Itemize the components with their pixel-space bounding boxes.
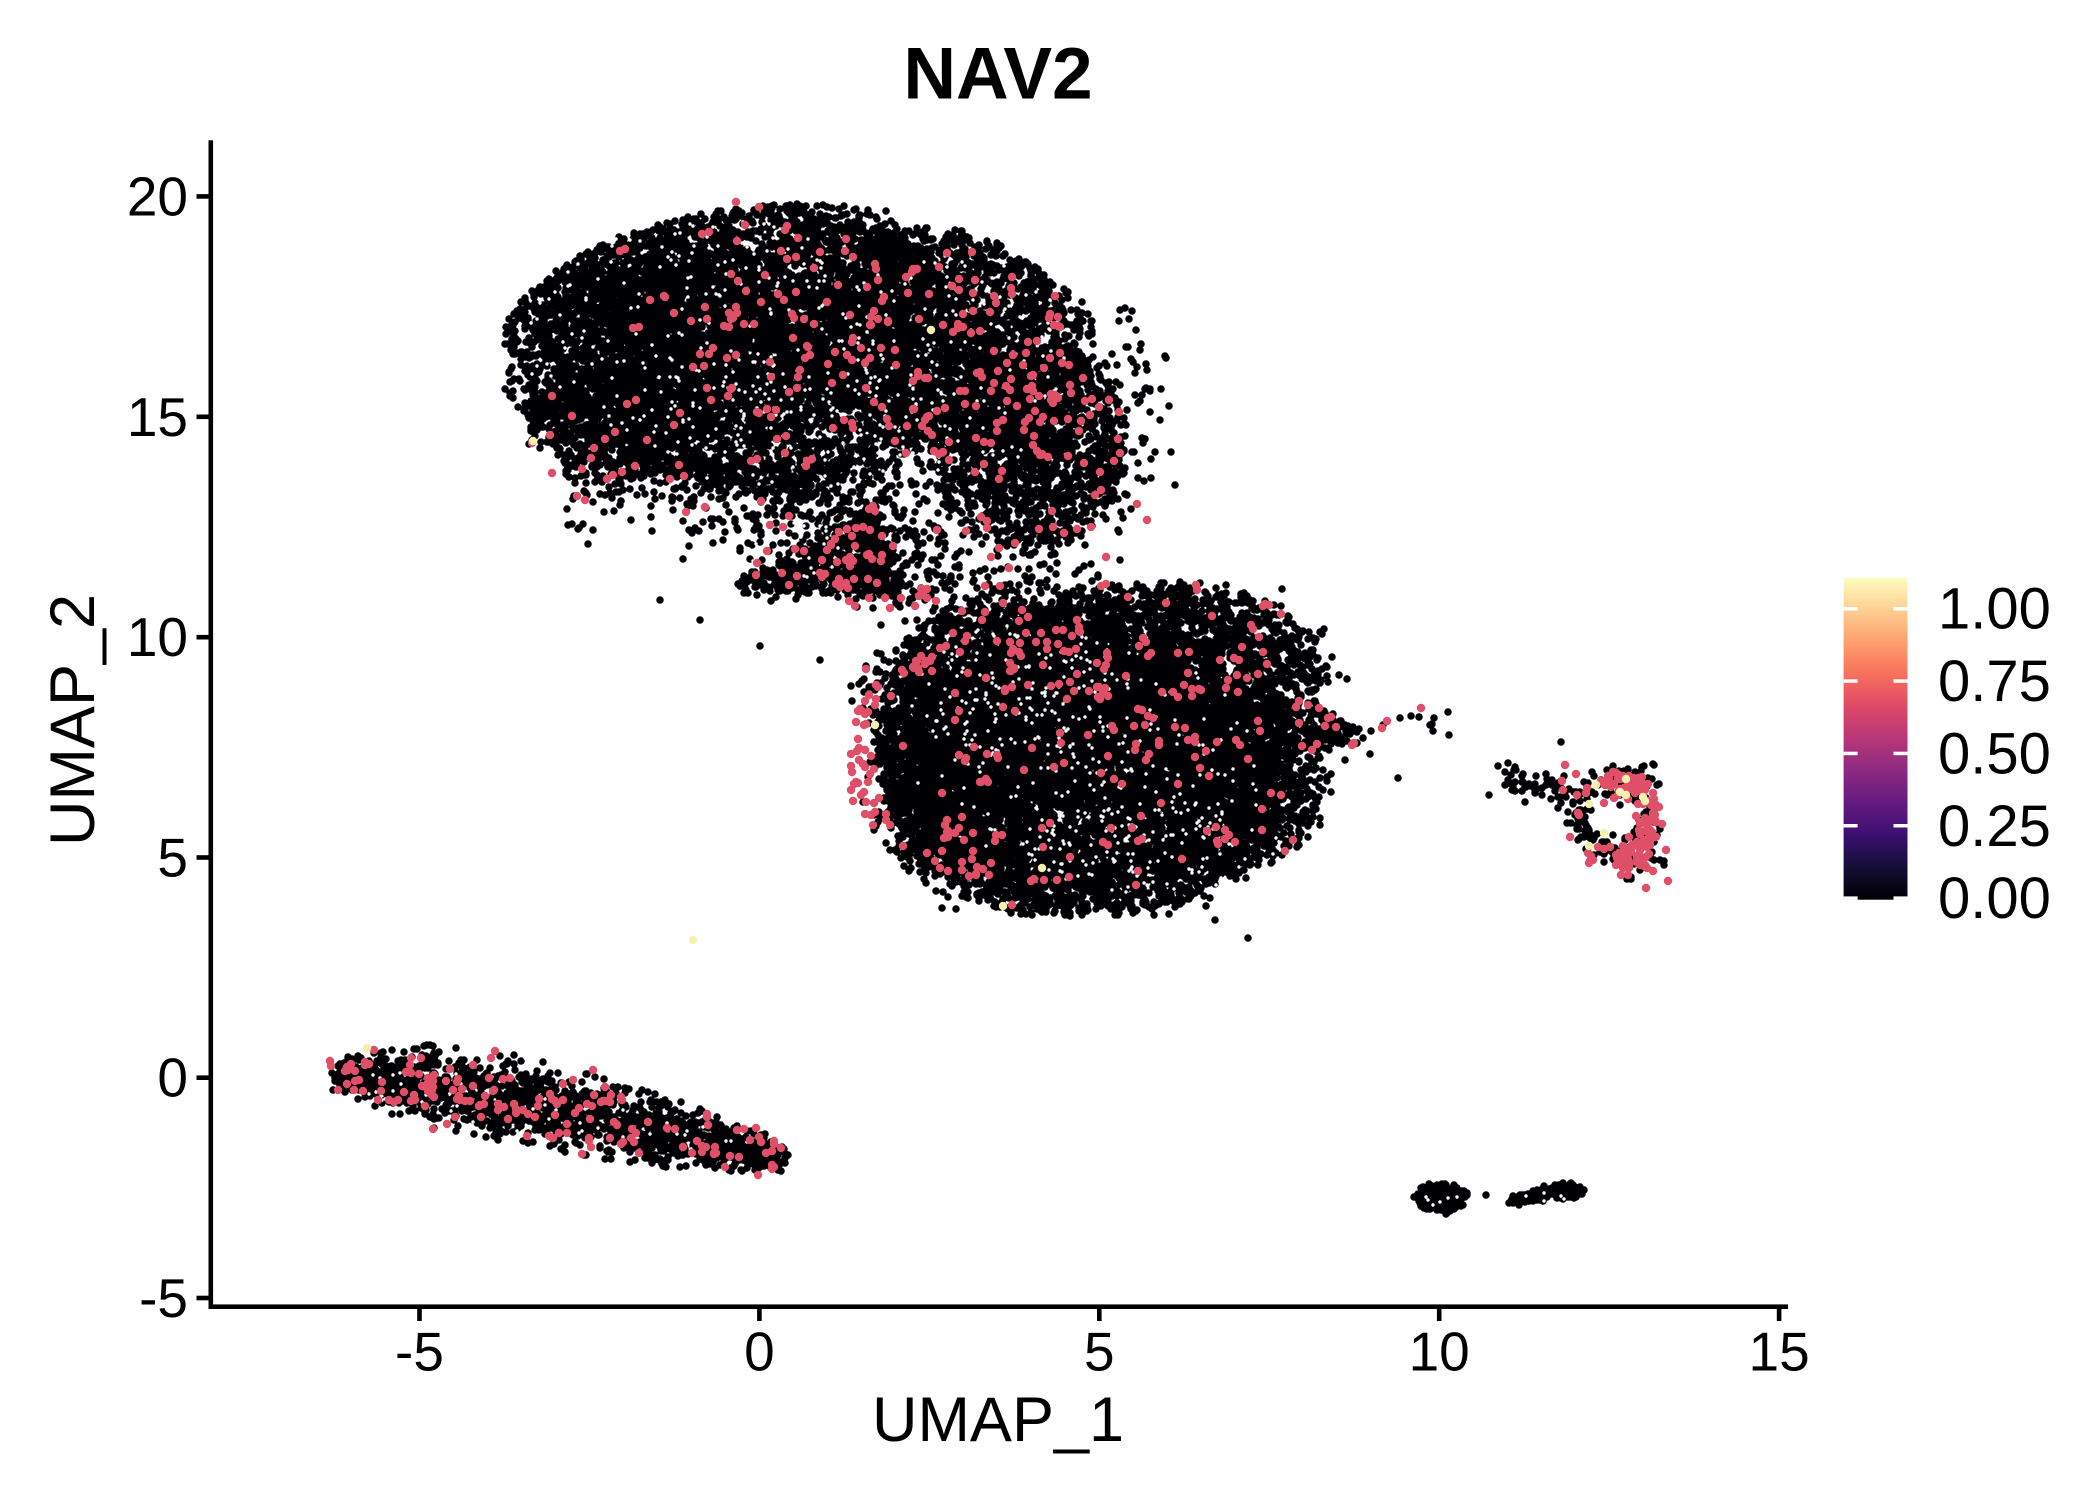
svg-text:5: 5 [157,827,188,889]
svg-text:-5: -5 [395,1321,444,1383]
svg-text:0: 0 [157,1047,188,1109]
svg-text:0.25: 0.25 [1938,794,2051,859]
svg-text:0.75: 0.75 [1938,649,2051,714]
svg-text:1.00: 1.00 [1938,577,2051,642]
svg-text:0.50: 0.50 [1938,721,2051,786]
svg-text:NAV2: NAV2 [903,34,1092,115]
svg-text:UMAP_2: UMAP_2 [38,594,108,846]
svg-text:-5: -5 [139,1267,188,1329]
svg-text:UMAP_1: UMAP_1 [872,1385,1124,1455]
svg-text:10: 10 [1409,1321,1470,1383]
svg-text:15: 15 [1749,1321,1810,1383]
svg-text:0: 0 [744,1321,775,1383]
svg-text:10: 10 [127,606,188,668]
svg-text:15: 15 [127,386,188,448]
svg-text:5: 5 [1084,1321,1115,1383]
svg-text:20: 20 [127,165,188,227]
svg-text:0.00: 0.00 [1938,866,2051,931]
